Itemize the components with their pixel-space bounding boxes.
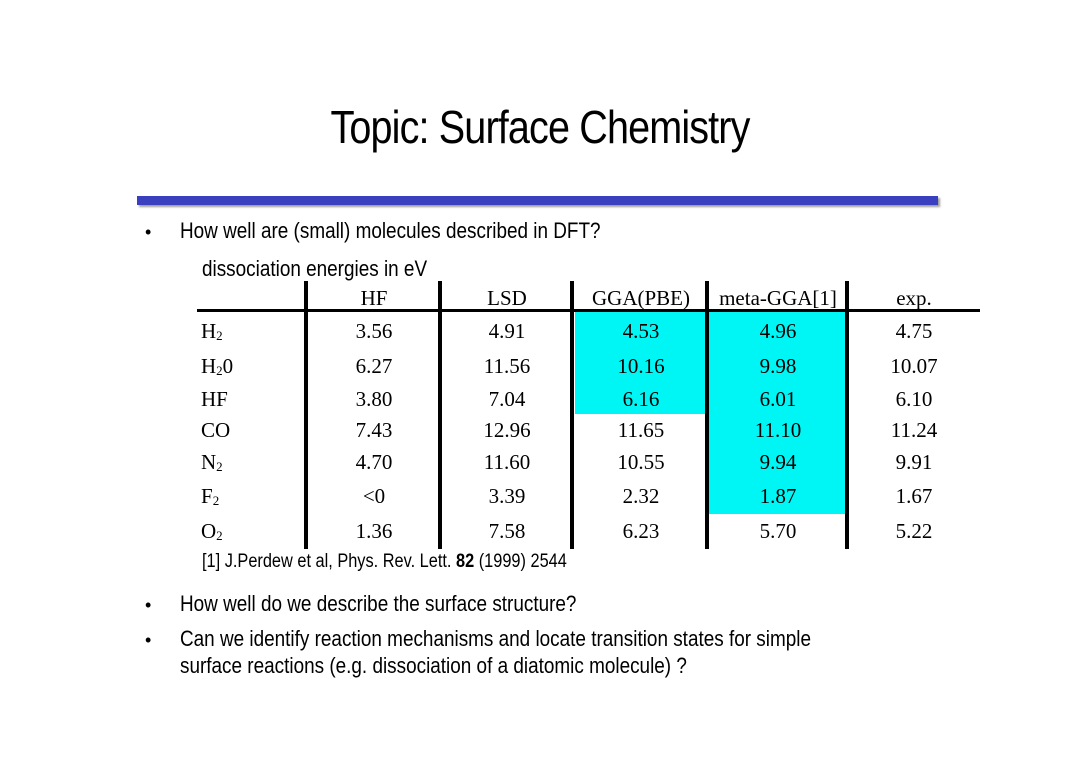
bullet-dot: • [145,630,152,650]
highlight-metagga-column [709,312,845,514]
table-cell: 9.91 [895,450,933,474]
table-cell: 5.22 [895,519,933,543]
table-cell: 6.10 [895,387,933,411]
table-cell: 1.36 [355,519,393,543]
reference-text: [1] J.Perdew et al, Phys. Rev. Lett. [202,551,456,572]
row-label-subscript: 2 [216,363,223,378]
bullet-dot: • [145,222,152,242]
row-label-subscript: 2 [212,493,220,508]
row-label-text: F [201,484,213,508]
row-label-tail: 0 [222,354,234,378]
table-cell: 4.75 [895,319,933,343]
header-exp: exp. [896,286,932,310]
column-divider [304,281,308,549]
question-surface-structure: How well do we describe the surface stru… [180,591,577,616]
row-label-text: CO [201,418,231,442]
table-cell: 5.70 [759,519,797,543]
column-divider [845,281,849,549]
table-cell: 3.80 [355,387,393,411]
column-divider [705,281,709,549]
bullet-dot: • [145,595,152,615]
table-cell: 12.96 [483,418,531,442]
row-label: CO [201,418,230,442]
table-caption: dissociation energies in eV [202,256,428,281]
table-cell: 4.70 [355,450,393,474]
row-label-text: N [201,450,217,474]
row-label-text: O [201,519,217,543]
reference-volume: 82 [455,551,475,572]
header-rule [197,309,980,312]
table-cell: 4.91 [488,319,526,343]
highlight-gga-column [575,312,705,414]
row-label-text: H [201,319,217,343]
table-cell: 4.96 [759,319,797,343]
table-cell: 11.60 [483,450,531,474]
header-meta-gga: meta-GGA[1] [719,286,837,310]
header-hf: HF [360,286,388,310]
table-cell: 6.16 [622,387,660,411]
column-divider [570,281,574,549]
row-label: H2 [201,319,223,348]
table-cell: 10.16 [617,354,665,378]
table-cell: 3.56 [355,319,393,343]
row-label: F2 [201,484,219,513]
table-cell: 4.53 [622,319,660,343]
row-label-subscript: 2 [216,459,223,474]
table-cell: 6.27 [355,354,393,378]
table-cell: 1.87 [759,484,797,508]
table-cell: 9.98 [759,354,797,378]
question-line: surface reactions (e.g. dissociation of … [180,653,687,678]
question-line: Can we identify reaction mechanisms and … [180,626,811,651]
table-cell: 11.24 [890,418,938,442]
row-label-subscript: 2 [216,528,223,543]
row-label-text: HF [201,387,228,411]
header-gga-pbe: GGA(PBE) [592,286,690,310]
table-cell: 7.43 [355,418,393,442]
row-label-text: H [201,354,217,378]
table-cell: <0 [362,484,386,508]
question-dft-molecules: How well are (small) molecules described… [180,218,601,243]
table-cell: 10.07 [890,354,938,378]
row-label-subscript: 2 [216,328,223,343]
column-divider [438,281,442,549]
reference-citation: [1] J.Perdew et al, Phys. Rev. Lett. 82 … [202,550,567,574]
table-cell: 6.23 [622,519,660,543]
row-label: N2 [201,450,223,479]
table-cell: 11.65 [617,418,665,442]
table-cell: 1.67 [895,484,933,508]
table-cell: 11.10 [754,418,802,442]
question-reaction-mechanisms: Can we identify reaction mechanisms and … [180,625,811,679]
table-cell: 3.39 [488,484,526,508]
row-label: H20 [201,354,233,383]
row-label: HF [201,387,228,411]
slide-title: Topic: Surface Chemistry [330,101,750,153]
header-lsd: LSD [487,286,527,310]
table-cell: 7.58 [488,519,526,543]
table-cell: 7.04 [488,387,526,411]
table-cell: 9.94 [759,450,797,474]
table-cell: 6.01 [759,387,797,411]
table-cell: 2.32 [622,484,660,508]
table-cell: 11.56 [483,354,531,378]
table-cell: 10.55 [617,450,665,474]
title-underline-bar [137,196,938,205]
reference-year-pages: (1999) 2544 [474,551,567,572]
row-label: O2 [201,519,223,548]
